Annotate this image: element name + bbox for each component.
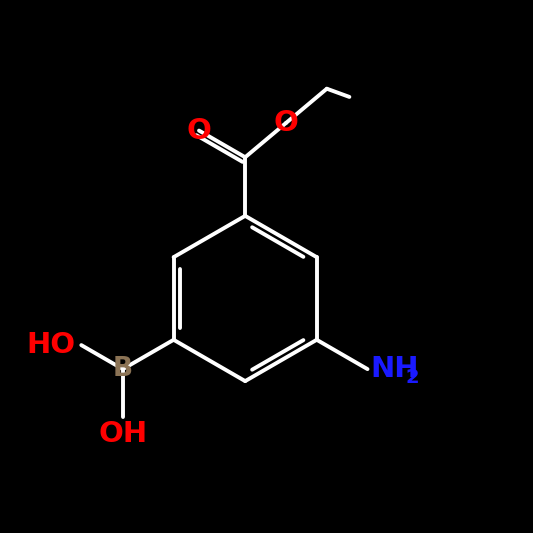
Text: B: B [113,356,133,382]
Text: 2: 2 [406,368,419,387]
Text: NH: NH [370,355,418,383]
Text: OH: OH [98,420,148,448]
Text: HO: HO [27,331,76,359]
Text: O: O [187,117,212,144]
Text: O: O [273,109,298,137]
